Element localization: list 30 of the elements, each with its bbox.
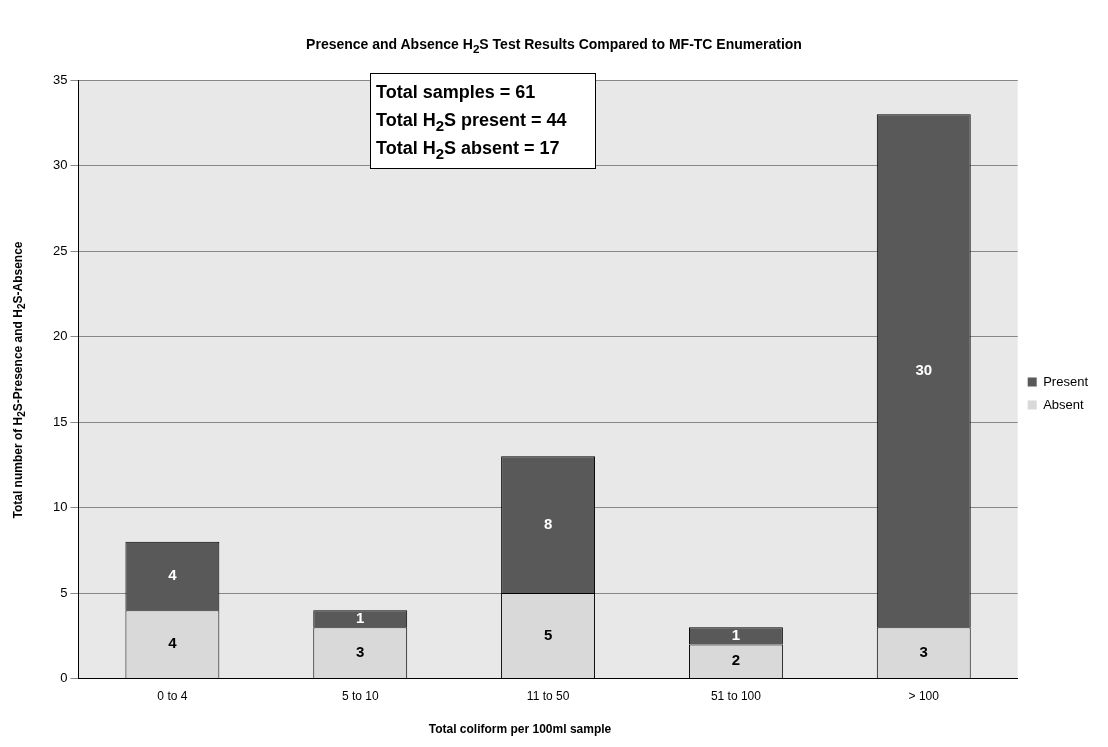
data-label: 2 xyxy=(731,651,741,669)
x-tick-label: 5 to 10 xyxy=(341,689,379,704)
data-label: 8 xyxy=(543,514,553,532)
chart-title: Presence and Absence H$_{2}$S Test Results Compared to MF-TC Enumeration xyxy=(305,36,803,55)
data-label: 1 xyxy=(731,625,741,643)
y-tick-label: 25 xyxy=(52,242,68,258)
x-tick-label: 11 to 50 xyxy=(526,689,570,704)
y-tick-label: 0 xyxy=(60,670,68,686)
x-tick-label: 0 to 4 xyxy=(157,689,188,704)
annotation: Total samples = 61 xyxy=(376,82,536,102)
data-label: 4 xyxy=(168,566,178,584)
y-tick-label: 30 xyxy=(52,157,68,173)
data-label: 3 xyxy=(356,642,365,660)
y-tick-label: 15 xyxy=(52,413,68,429)
data-label: 5 xyxy=(543,625,553,643)
data-label: 4 xyxy=(168,634,178,652)
x-tick-label: 51 to 100 xyxy=(710,689,762,704)
annotation: Total H$_{2}$S absent = 17 xyxy=(376,138,560,162)
legend-label: Present xyxy=(1043,373,1089,389)
y-tick-label: 10 xyxy=(52,499,68,515)
y-tick-label: 5 xyxy=(60,584,68,600)
y-tick-label: 20 xyxy=(52,328,68,344)
y-tick-label: 35 xyxy=(52,71,68,87)
annotation: Total H$_{2}$S present = 44 xyxy=(376,110,567,134)
legend-label: Absent xyxy=(1043,396,1085,412)
data-label: 30 xyxy=(915,360,933,378)
x-axis-title: Total coliform per 100ml sample xyxy=(427,722,613,736)
data-label: 1 xyxy=(356,608,365,626)
data-label: 3 xyxy=(919,642,928,660)
x-tick-label: > 100 xyxy=(908,689,940,704)
